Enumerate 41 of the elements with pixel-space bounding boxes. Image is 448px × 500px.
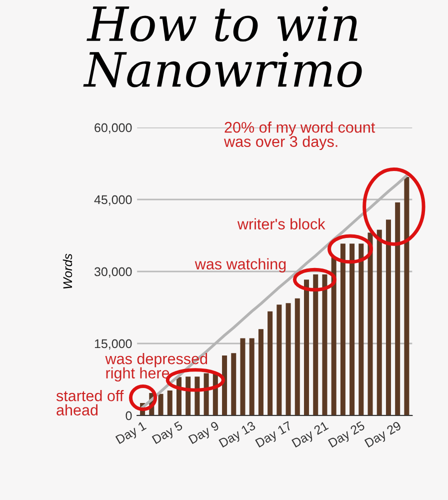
- bar: [322, 274, 328, 416]
- bar: [358, 244, 364, 416]
- bar: [386, 220, 391, 416]
- bar: [368, 232, 373, 416]
- x-tick-label: Day 1: [115, 421, 148, 446]
- annotation: was watching: [194, 258, 286, 272]
- bar: [276, 304, 282, 416]
- bar: [194, 376, 200, 416]
- bar: [331, 257, 336, 416]
- bar: [294, 298, 300, 416]
- bar: [222, 356, 228, 416]
- y-tick-label: 0: [126, 411, 132, 420]
- bar: [167, 390, 172, 416]
- annotation: 20% of my word count was over 3 days.: [224, 122, 376, 150]
- bar: [395, 202, 400, 416]
- y-axis-title: Words: [62, 254, 72, 288]
- bar: [231, 353, 236, 416]
- annotation: writer's block: [237, 218, 326, 230]
- bar: [286, 303, 291, 416]
- chart-title: How to win Nanowrimo: [83, 6, 362, 88]
- bar: [249, 338, 254, 416]
- bar: [186, 376, 191, 416]
- x-tick-label: Day 5: [152, 421, 184, 446]
- bar: [158, 394, 164, 416]
- bar: [268, 311, 273, 416]
- text: started off ahead: [56, 390, 124, 416]
- annotation: was depressed right here: [105, 353, 208, 382]
- bar: [304, 280, 310, 416]
- bar: [376, 230, 382, 416]
- y-tick-label: 15,000: [94, 339, 132, 350]
- bar: [204, 373, 209, 416]
- bar: [340, 244, 346, 416]
- y-tick-label: 30,000: [94, 267, 132, 278]
- bar: [404, 176, 410, 416]
- bar: [240, 338, 246, 416]
- y-tick-label: 45,000: [94, 195, 132, 206]
- bar: [350, 244, 355, 416]
- bar: [258, 329, 264, 416]
- bar: [313, 274, 318, 416]
- x-tick-label: Day 29: [364, 420, 403, 450]
- y-tick-label: 60,000: [94, 123, 132, 134]
